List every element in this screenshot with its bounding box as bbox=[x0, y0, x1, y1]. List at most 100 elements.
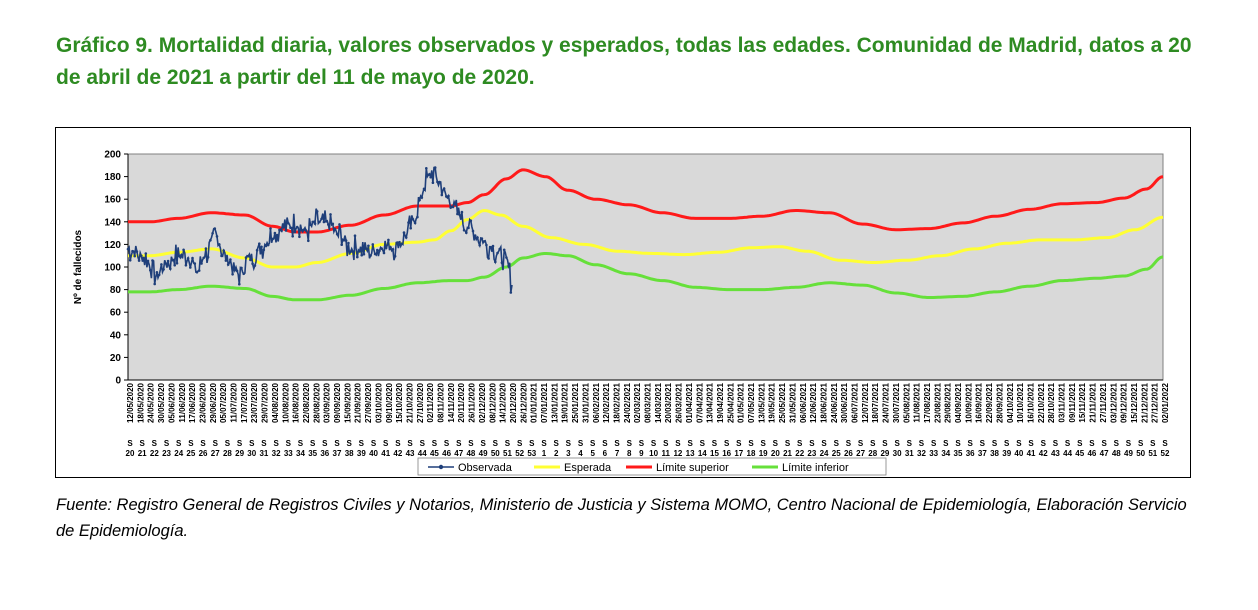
observada-point bbox=[302, 228, 306, 232]
x-week-label: 22 bbox=[795, 449, 804, 458]
x-week-prefix: S bbox=[456, 439, 462, 448]
observada-point bbox=[315, 210, 319, 213]
x-week-prefix: S bbox=[882, 439, 888, 448]
observada-point bbox=[278, 228, 281, 232]
observada-point bbox=[295, 225, 299, 229]
observada-point bbox=[391, 248, 395, 251]
x-week-label: 33 bbox=[284, 449, 293, 458]
x-date-label: 12/07/2021 bbox=[861, 382, 870, 423]
x-week-label: 38 bbox=[990, 449, 999, 458]
x-date-label: 01/04/2021 bbox=[685, 382, 694, 423]
x-week-prefix: S bbox=[505, 439, 511, 448]
x-date-label: 24/02/2021 bbox=[623, 382, 632, 423]
x-week-label: 17 bbox=[734, 449, 743, 458]
observada-point bbox=[153, 282, 156, 286]
observada-point bbox=[313, 222, 317, 225]
x-date-label: 17/07/2020 bbox=[240, 382, 249, 423]
x-week-prefix: S bbox=[310, 439, 316, 448]
x-week-prefix: S bbox=[1041, 439, 1047, 448]
x-date-label: 14/03/2021 bbox=[654, 382, 663, 423]
x-week-prefix: S bbox=[712, 439, 718, 448]
x-week-prefix: S bbox=[943, 439, 949, 448]
x-week-label: 29 bbox=[880, 449, 889, 458]
observada-point bbox=[411, 217, 415, 221]
observada-point bbox=[133, 254, 136, 258]
observada-point bbox=[335, 233, 339, 236]
x-week-label: 34 bbox=[296, 449, 305, 458]
x-date-label: 12/02/2021 bbox=[602, 382, 611, 423]
x-week-label: 20 bbox=[771, 449, 780, 458]
x-week-prefix: S bbox=[395, 439, 401, 448]
x-date-label: 02/03/2021 bbox=[633, 382, 642, 423]
observada-point bbox=[166, 259, 170, 263]
x-date-label: 01/05/2021 bbox=[737, 382, 746, 423]
observada-point bbox=[298, 235, 301, 239]
x-week-prefix: S bbox=[1114, 439, 1120, 448]
x-date-label: 14/12/2020 bbox=[499, 382, 508, 423]
x-week-label: 26 bbox=[844, 449, 853, 458]
observada-point bbox=[447, 194, 450, 198]
observada-point bbox=[293, 230, 297, 234]
observada-point bbox=[149, 268, 152, 272]
x-week-prefix: S bbox=[821, 439, 827, 448]
observada-point bbox=[264, 244, 268, 248]
observada-point bbox=[360, 253, 364, 257]
x-date-label: 10/09/2021 bbox=[964, 382, 973, 423]
x-week-prefix: S bbox=[1053, 439, 1059, 448]
x-week-prefix: S bbox=[566, 439, 572, 448]
x-week-label: 47 bbox=[1100, 449, 1109, 458]
x-week-prefix: S bbox=[359, 439, 365, 448]
x-week-prefix: S bbox=[724, 439, 730, 448]
x-date-label: 11/08/2021 bbox=[913, 382, 922, 422]
x-week-label: 37 bbox=[333, 449, 342, 458]
observada-point bbox=[456, 212, 459, 216]
observada-point bbox=[162, 268, 165, 271]
x-week-prefix: S bbox=[1004, 439, 1010, 448]
x-week-prefix: S bbox=[164, 439, 170, 448]
chart-title: Gráfico 9. Mortalidad diaria, valores ob… bbox=[56, 34, 1192, 89]
observada-point bbox=[222, 249, 225, 252]
x-date-label: 12/06/2021 bbox=[809, 382, 818, 423]
x-week-label: 35 bbox=[308, 449, 317, 458]
x-date-label: 18/07/2021 bbox=[871, 382, 880, 423]
x-week-prefix: S bbox=[761, 439, 767, 448]
x-week-label: 23 bbox=[807, 449, 816, 458]
x-week-prefix: S bbox=[834, 439, 840, 448]
x-week-prefix: S bbox=[225, 439, 231, 448]
x-week-label: 11 bbox=[662, 449, 671, 458]
x-week-prefix: S bbox=[468, 439, 474, 448]
x-week-label: 29 bbox=[235, 449, 244, 458]
x-week-label: 44 bbox=[418, 449, 427, 458]
x-week-prefix: S bbox=[213, 439, 219, 448]
observada-point bbox=[400, 242, 404, 245]
x-week-label: 35 bbox=[954, 449, 963, 458]
x-week-label: 22 bbox=[150, 449, 159, 458]
observada-point bbox=[229, 258, 232, 261]
observada-point bbox=[494, 260, 497, 264]
observada-point bbox=[467, 226, 470, 230]
x-week-prefix: S bbox=[1016, 439, 1022, 448]
observada-point bbox=[318, 220, 321, 224]
x-week-label: 12 bbox=[673, 449, 682, 458]
x-date-label: 25/01/2021 bbox=[571, 382, 580, 423]
x-week-label: 10 bbox=[649, 449, 658, 458]
observada-point bbox=[327, 223, 330, 226]
x-week-prefix: S bbox=[1101, 439, 1107, 448]
observada-point bbox=[449, 206, 453, 209]
x-date-label: 23/06/2020 bbox=[198, 382, 207, 423]
x-date-label: 03/12/2021 bbox=[1109, 382, 1118, 423]
observada-point bbox=[186, 257, 190, 260]
y-axis-label: Nº de fallecidos bbox=[73, 229, 84, 304]
x-week-prefix: S bbox=[992, 439, 998, 448]
x-week-prefix: S bbox=[663, 439, 669, 448]
observada-point bbox=[164, 262, 168, 265]
y-tick-label: 0 bbox=[115, 376, 121, 387]
observada-point bbox=[376, 248, 379, 252]
observada-point bbox=[413, 221, 417, 225]
observada-point bbox=[482, 240, 486, 243]
observada-point bbox=[240, 266, 243, 270]
observada-point bbox=[331, 222, 335, 226]
x-week-label: 38 bbox=[345, 449, 354, 458]
observada-point bbox=[189, 266, 192, 269]
